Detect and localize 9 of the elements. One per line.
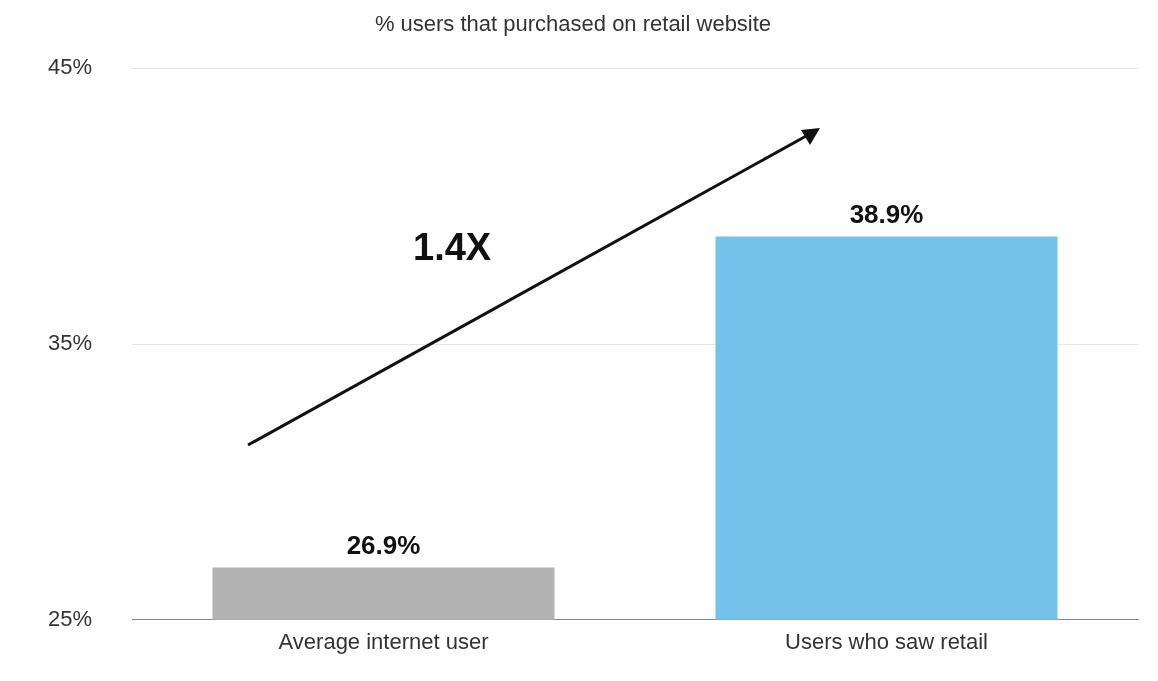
data-label: 38.9% (849, 198, 924, 229)
y-tick-label: 25% (47, 605, 93, 631)
y-tick-label: 35% (47, 330, 93, 356)
data-label: 26.9% (346, 529, 421, 560)
annotation: 1.4X (413, 226, 492, 269)
x-tick-label: Average internet user (278, 629, 489, 655)
x-tick-label: Users who saw retail (785, 629, 988, 655)
chart-title: % users that purchased on retail website (374, 11, 772, 37)
y-tick-label: 45% (47, 54, 93, 80)
